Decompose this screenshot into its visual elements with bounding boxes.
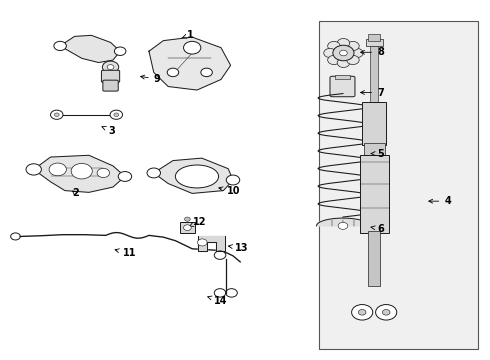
Circle shape [382,310,390,315]
FancyBboxPatch shape [103,80,118,91]
Bar [368,231,380,286]
Polygon shape [317,218,369,226]
Circle shape [337,58,350,67]
Circle shape [167,68,179,77]
Circle shape [338,222,348,229]
Circle shape [184,225,191,230]
Circle shape [328,41,340,51]
Bar [364,143,385,155]
Circle shape [185,217,190,221]
Circle shape [110,110,122,119]
Circle shape [340,50,347,56]
Circle shape [197,239,207,246]
Circle shape [97,168,110,177]
Circle shape [102,61,119,73]
Text: 6: 6 [371,224,384,234]
Circle shape [328,55,340,64]
Circle shape [376,305,397,320]
Circle shape [184,41,201,54]
Bar [362,102,386,145]
Polygon shape [198,237,225,251]
Bar [360,155,389,233]
Polygon shape [149,37,231,90]
Circle shape [147,168,161,178]
Text: 7: 7 [361,87,384,98]
Circle shape [118,171,132,181]
Circle shape [114,47,126,55]
Circle shape [26,164,41,175]
Circle shape [358,310,366,315]
Circle shape [54,113,59,117]
Bar [319,21,478,349]
Text: 2: 2 [72,188,79,198]
Ellipse shape [175,165,219,188]
Circle shape [201,68,212,77]
FancyBboxPatch shape [101,70,120,82]
Text: 9: 9 [141,74,161,84]
Bar [335,75,350,79]
Text: 13: 13 [228,243,249,253]
Text: 5: 5 [371,149,384,158]
Text: 14: 14 [208,296,227,306]
Circle shape [333,45,354,61]
Bar [366,39,383,46]
Circle shape [347,41,359,51]
Circle shape [351,48,363,58]
Circle shape [352,305,373,320]
Bar [368,34,380,41]
Circle shape [337,39,350,48]
Circle shape [324,48,336,58]
Circle shape [54,41,66,50]
Text: 11: 11 [115,248,136,258]
Circle shape [50,110,63,119]
Circle shape [347,55,359,64]
Polygon shape [154,158,233,193]
Circle shape [114,113,119,117]
Circle shape [226,175,240,185]
Polygon shape [60,35,120,63]
Text: 8: 8 [361,47,384,57]
Bar [370,46,378,102]
Polygon shape [34,155,125,192]
Text: 10: 10 [219,186,240,196]
Circle shape [107,65,114,69]
FancyBboxPatch shape [330,76,355,97]
Circle shape [49,163,66,176]
Text: 1: 1 [182,30,194,40]
Text: 3: 3 [102,126,115,136]
Bar [180,222,195,233]
Circle shape [71,163,92,179]
Text: 12: 12 [190,217,207,227]
Text: 4: 4 [429,196,451,206]
